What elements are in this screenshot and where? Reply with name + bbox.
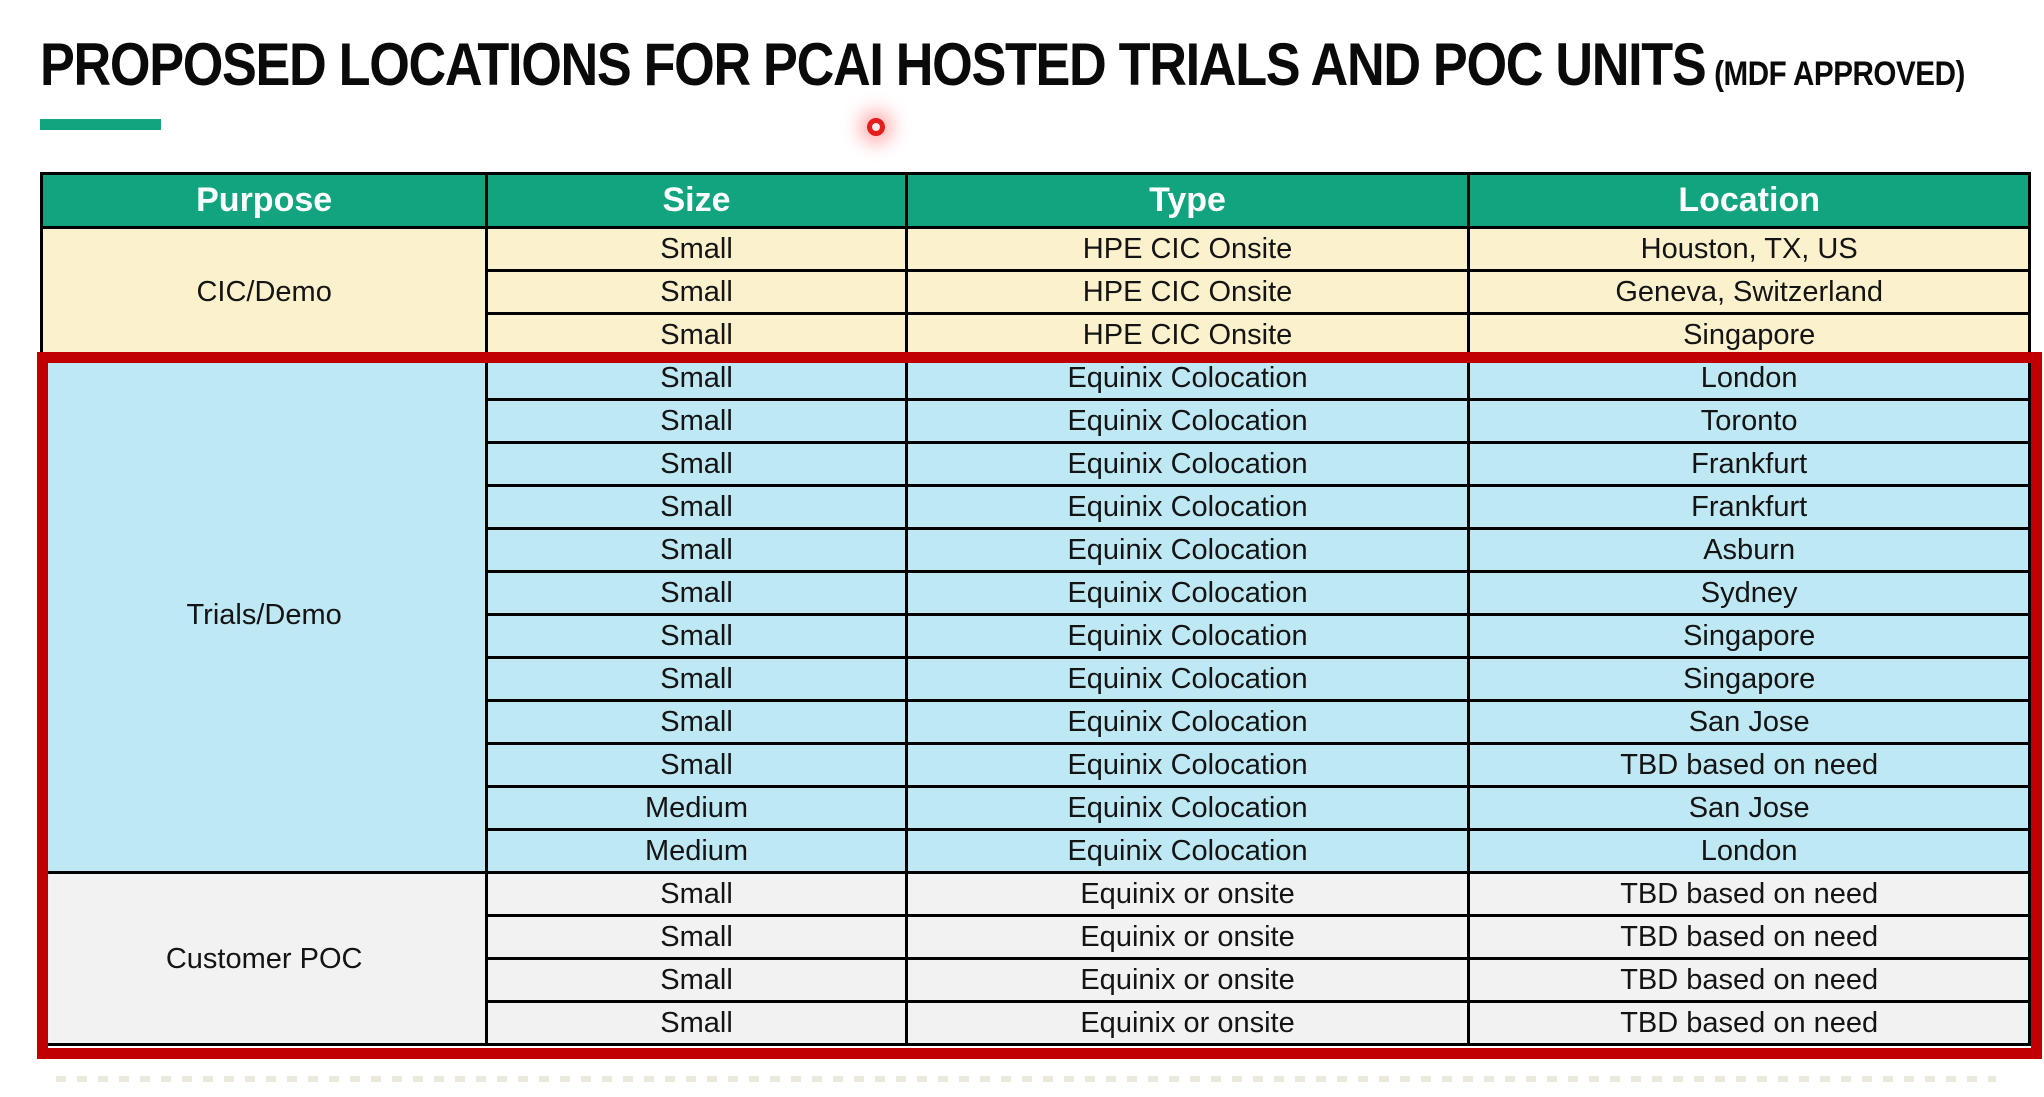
title-accent-bar <box>40 119 161 130</box>
size-cell: Small <box>485 742 908 788</box>
type-cell: Equinix Colocation <box>904 828 1471 874</box>
size-cell: Small <box>485 484 908 530</box>
column-header-size: Size <box>485 172 908 229</box>
table-row: Customer POC Small Equinix or onsite TBD ba… <box>39 871 2031 1046</box>
location-cell: TBD based on need <box>1467 742 2031 788</box>
table-row: Small Equinix Colocation Frankfurt <box>41 441 2031 487</box>
size-cell: Small <box>485 355 908 401</box>
size-cell: Small <box>485 269 908 315</box>
location-cell: Singapore <box>1467 656 2031 702</box>
type-cell: Equinix or onsite <box>904 871 1471 917</box>
location-cell: Frankfurt <box>1467 484 2031 530</box>
type-cell: Equinix Colocation <box>904 355 1471 401</box>
purpose-cell: CIC/Demo <box>39 226 489 358</box>
type-cell: Equinix Colocation <box>904 570 1471 616</box>
table-row: Small Equinix Colocation Asburn <box>41 527 2031 573</box>
location-cell: TBD based on need <box>1467 957 2031 1003</box>
type-cell: Equinix Colocation <box>904 484 1471 530</box>
location-cell: TBD based on need <box>1467 1000 2031 1046</box>
table-row: Small Equinix Colocation Singapore <box>41 656 2031 702</box>
purpose-cell: Trials/Demo <box>39 355 489 874</box>
type-cell: Equinix Colocation <box>904 742 1471 788</box>
laser-pointer-dot <box>867 118 885 136</box>
size-cell: Small <box>485 441 908 487</box>
table-row: Small Equinix or onsite TBD based on need <box>41 957 2031 1003</box>
location-cell: Asburn <box>1467 527 2031 573</box>
table-row: Medium Equinix Colocation London <box>41 828 2031 874</box>
type-cell: Equinix or onsite <box>904 914 1471 960</box>
size-cell: Small <box>485 656 908 702</box>
column-header-purpose: Purpose <box>39 172 489 229</box>
bottom-dashed-artifact <box>56 1076 1996 1082</box>
type-cell: Equinix Colocation <box>904 699 1471 745</box>
table-row: CIC/Demo Small HPE CIC Onsite Houston, TX, … <box>39 226 2031 358</box>
size-cell: Small <box>485 914 908 960</box>
location-cell: Toronto <box>1467 398 2031 444</box>
size-cell: Small <box>485 613 908 659</box>
purpose-cell: Customer POC <box>39 871 489 1046</box>
location-cell: Frankfurt <box>1467 441 2031 487</box>
page-title: PROPOSED LOCATIONS FOR PCAI HOSTED TRIAL… <box>40 30 1965 99</box>
table-header: Purpose Size Type Location <box>39 172 2031 229</box>
size-cell: Small <box>485 398 908 444</box>
size-cell: Small <box>485 312 908 358</box>
location-cell: Geneva, Switzerland <box>1467 269 2031 315</box>
location-cell: TBD based on need <box>1467 871 2031 917</box>
location-cell: San Jose <box>1467 785 2031 831</box>
type-cell: Equinix Colocation <box>904 656 1471 702</box>
table-body: CIC/Demo Small HPE CIC Onsite Houston, TX, … <box>39 226 2031 1046</box>
type-cell: Equinix Colocation <box>904 613 1471 659</box>
location-cell: London <box>1467 828 2031 874</box>
locations-table: Purpose Size Type Location CIC/Demo Small… <box>39 172 2031 1046</box>
type-cell: Equinix or onsite <box>904 957 1471 1003</box>
table-row: Trials/Demo Small Equinix Colocation London <box>39 355 2031 874</box>
type-cell: Equinix Colocation <box>904 527 1471 573</box>
column-header-location: Location <box>1467 172 2031 229</box>
type-cell: Equinix Colocation <box>904 398 1471 444</box>
type-cell: HPE CIC Onsite <box>904 226 1471 272</box>
type-cell: HPE CIC Onsite <box>904 312 1471 358</box>
location-cell: Houston, TX, US <box>1467 226 2031 272</box>
type-cell: Equinix Colocation <box>904 441 1471 487</box>
size-cell: Small <box>485 226 908 272</box>
location-cell: TBD based on need <box>1467 914 2031 960</box>
size-cell: Small <box>485 871 908 917</box>
location-cell: Singapore <box>1467 312 2031 358</box>
type-cell: HPE CIC Onsite <box>904 269 1471 315</box>
size-cell: Medium <box>485 828 908 874</box>
location-cell: Singapore <box>1467 613 2031 659</box>
type-cell: Equinix Colocation <box>904 785 1471 831</box>
size-cell: Small <box>485 570 908 616</box>
location-cell: Sydney <box>1467 570 2031 616</box>
type-cell: Equinix or onsite <box>904 1000 1471 1046</box>
size-cell: Small <box>485 527 908 573</box>
location-cell: San Jose <box>1467 699 2031 745</box>
table-row: Small HPE CIC Onsite Geneva, Switzerland <box>41 269 2031 315</box>
size-cell: Medium <box>485 785 908 831</box>
size-cell: Small <box>485 1000 908 1046</box>
size-cell: Small <box>485 957 908 1003</box>
page-title-suffix: (MDF APPROVED) <box>1714 55 1965 93</box>
size-cell: Small <box>485 699 908 745</box>
column-header-type: Type <box>904 172 1471 229</box>
location-cell: London <box>1467 355 2031 401</box>
header-row: Purpose Size Type Location <box>39 172 2031 229</box>
page-title-text: PROPOSED LOCATIONS FOR PCAI HOSTED TRIAL… <box>40 31 1707 98</box>
